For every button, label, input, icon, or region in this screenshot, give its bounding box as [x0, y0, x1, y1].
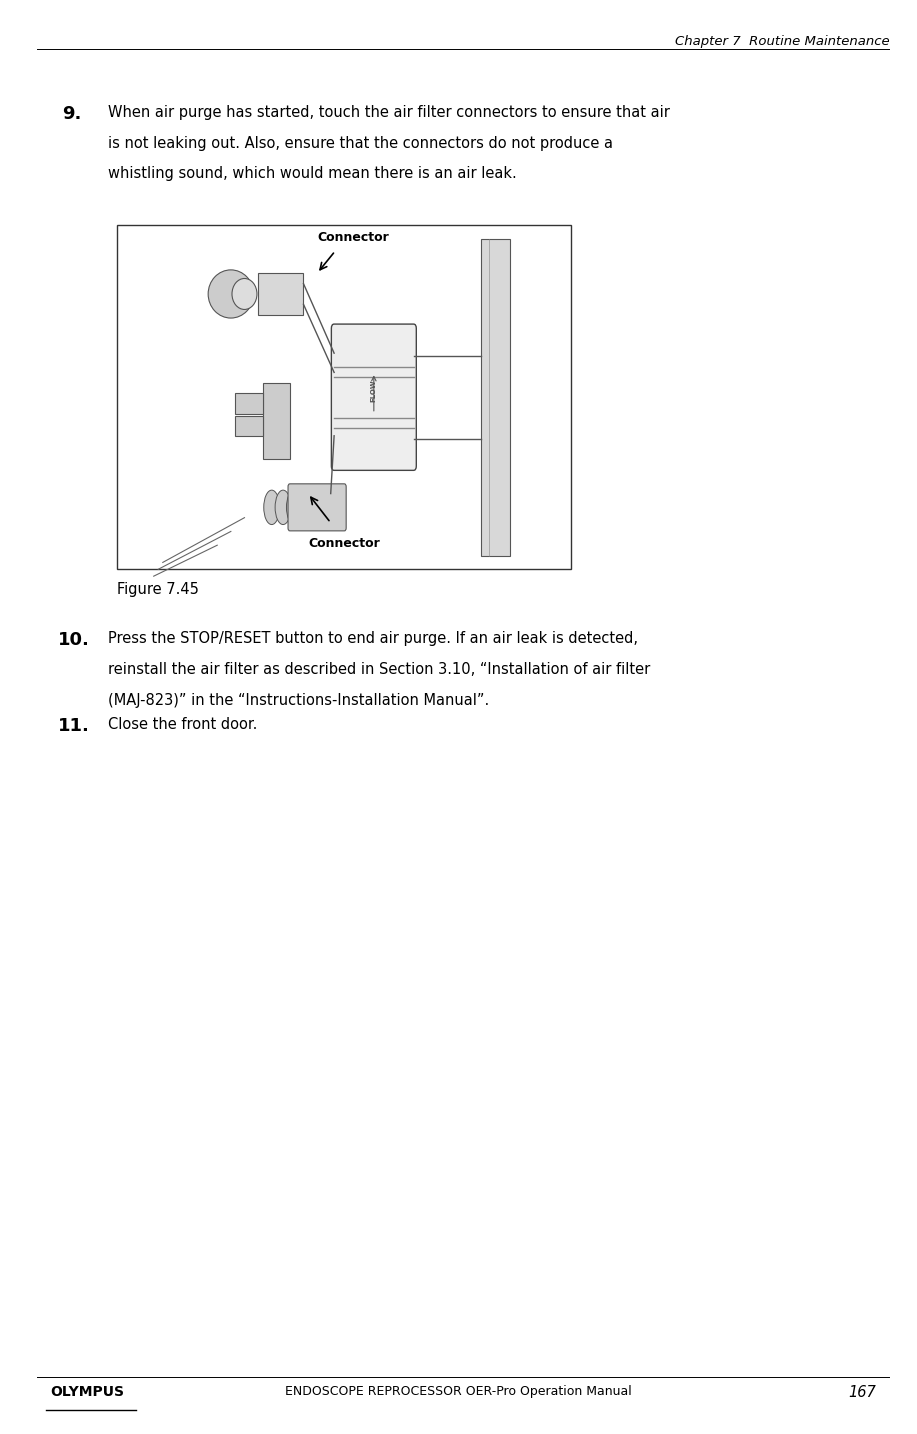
Ellipse shape: [208, 270, 253, 318]
Bar: [481, 239, 510, 555]
Bar: [262, 383, 290, 459]
FancyBboxPatch shape: [331, 324, 416, 470]
Text: whistling sound, which would mean there is an air leak.: whistling sound, which would mean there …: [108, 166, 517, 181]
Bar: [236, 416, 262, 436]
Text: 10.: 10.: [58, 631, 90, 650]
Text: (MAJ-823)” in the “Instructions-Installation Manual”.: (MAJ-823)” in the “Instructions-Installa…: [108, 693, 490, 707]
Text: reinstall the air filter as described in Section 3.10, “Installation of air filt: reinstall the air filter as described in…: [108, 661, 650, 677]
Text: 11.: 11.: [58, 717, 90, 736]
Bar: [117, 225, 571, 569]
Ellipse shape: [298, 490, 314, 525]
Text: Connector: Connector: [317, 231, 390, 244]
Ellipse shape: [286, 490, 303, 525]
Text: 9.: 9.: [62, 105, 82, 123]
Ellipse shape: [232, 278, 257, 310]
Text: When air purge has started, touch the air filter connectors to ensure that air: When air purge has started, touch the ai…: [108, 105, 670, 119]
Ellipse shape: [264, 490, 280, 525]
Text: Press the STOP/RESET button to end air purge. If an air leak is detected,: Press the STOP/RESET button to end air p…: [108, 631, 638, 645]
Text: FLOW: FLOW: [370, 379, 377, 402]
Text: is not leaking out. Also, ensure that the connectors do not produce a: is not leaking out. Also, ensure that th…: [108, 136, 613, 151]
Bar: [258, 274, 304, 314]
Text: Chapter 7  Routine Maintenance: Chapter 7 Routine Maintenance: [675, 36, 889, 49]
Bar: [236, 393, 262, 414]
Ellipse shape: [309, 490, 325, 525]
FancyBboxPatch shape: [288, 483, 347, 531]
Text: ENDOSCOPE REPROCESSOR OER-Pro Operation Manual: ENDOSCOPE REPROCESSOR OER-Pro Operation …: [285, 1385, 632, 1398]
Text: Close the front door.: Close the front door.: [108, 717, 258, 731]
Text: Figure 7.45: Figure 7.45: [117, 582, 199, 597]
Text: Connector: Connector: [308, 536, 381, 549]
Ellipse shape: [275, 490, 291, 525]
Text: 167: 167: [848, 1385, 876, 1400]
Text: OLYMPUS: OLYMPUS: [50, 1385, 125, 1400]
